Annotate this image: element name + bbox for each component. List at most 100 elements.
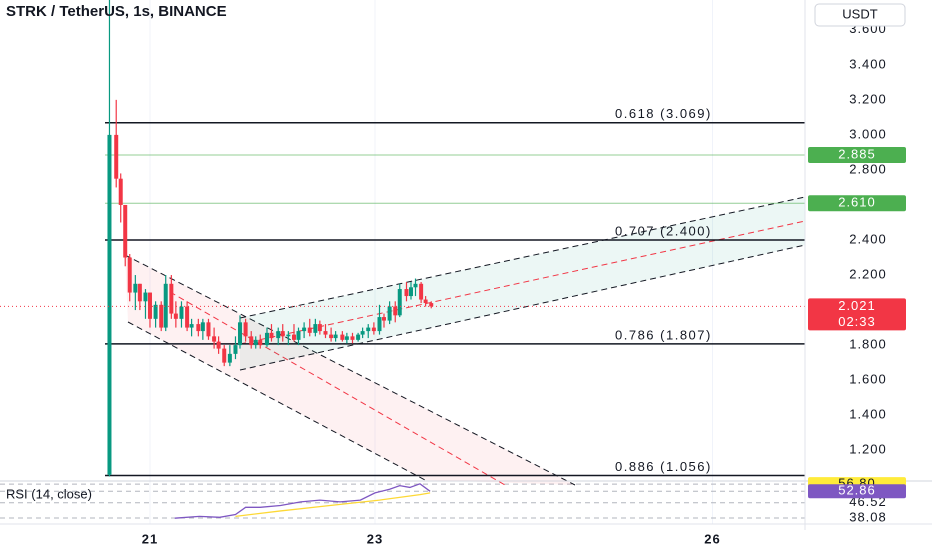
candle-body: [185, 306, 190, 328]
candle-body: [206, 322, 211, 337]
candle-body: [216, 341, 221, 349]
candle-body: [137, 283, 142, 302]
candle-body: [408, 287, 413, 297]
candle-body: [249, 336, 254, 346]
channel-line: [124, 254, 576, 486]
candle-body: [296, 331, 301, 340]
channel-mid: [239, 220, 806, 345]
candle-body: [163, 283, 168, 328]
candle-body: [413, 283, 418, 288]
candle-body: [323, 331, 328, 335]
rsi-line: [174, 483, 431, 519]
y-tick-label: 2.400: [849, 231, 887, 246]
candle-body: [286, 334, 291, 337]
y-tick-label: 3.400: [849, 56, 887, 71]
candle-body: [393, 306, 398, 316]
candle-body: [371, 327, 376, 332]
candle-body: [200, 322, 205, 332]
last-price-label: 2.021: [838, 298, 876, 313]
candle-body: [276, 331, 281, 339]
candle-body: [173, 313, 178, 319]
candle-body: [222, 348, 227, 363]
channel-line: [239, 244, 806, 371]
candle-body: [387, 306, 392, 321]
y-tick-label: 3.000: [849, 126, 887, 141]
price-tag: [808, 147, 906, 164]
last-price-tag: [808, 298, 906, 331]
y-tick-label: 3.200: [849, 91, 887, 106]
candle-body: [360, 331, 365, 335]
y-tick-label: 2.200: [849, 266, 887, 281]
candle-body: [329, 334, 334, 339]
candle-body: [404, 289, 409, 297]
candle-body: [366, 327, 371, 332]
candle-body: [258, 339, 263, 346]
plot: 0.618 (3.069) 0.707 (2.400) 0.786 (1.807) 0…: [0, 0, 805, 519]
fib-label: 0.886 (1.056): [615, 459, 712, 474]
fib-label: 0.707 (2.400): [615, 223, 712, 238]
candle-body: [179, 306, 184, 319]
candle-body: [233, 345, 238, 354]
candle-body: [169, 283, 174, 314]
candle-body: [253, 339, 258, 346]
candle-body: [340, 334, 345, 340]
x-tick-label: 21: [142, 531, 158, 546]
candle-body: [153, 304, 158, 319]
currency[interactable]: USDT: [842, 6, 877, 21]
candle-body: [212, 336, 217, 342]
candle-body: [381, 317, 386, 321]
rsi-title: RSI (14, close): [6, 486, 92, 501]
candle-body: [143, 292, 148, 302]
candle-body: [196, 324, 201, 332]
candle-body: [313, 324, 318, 333]
y-tick-label: 1.200: [849, 442, 887, 457]
price-tag: [808, 195, 906, 212]
candle-body: [107, 134, 112, 475]
candle-body: [264, 332, 269, 346]
candle-body: [227, 353, 232, 363]
fib-label: 0.786 (1.807): [615, 327, 712, 342]
price-tag-label: 2.885: [838, 146, 876, 161]
price-tag-label: 2.610: [838, 195, 876, 210]
channel-line: [239, 196, 806, 319]
y-tick-label: 38.08: [849, 509, 887, 524]
candle-body: [356, 334, 361, 340]
candle-body: [302, 327, 307, 332]
channel-line: [127, 321, 426, 481]
candle-body: [189, 324, 194, 328]
candle-body: [118, 178, 123, 205]
candle-body: [269, 332, 274, 339]
candle-body: [127, 257, 132, 293]
candle-body: [147, 292, 152, 319]
candle-body: [397, 289, 402, 316]
candle-body: [123, 204, 128, 258]
candle-body: [350, 336, 355, 340]
candle-body: [317, 324, 322, 332]
candle-body: [237, 322, 242, 346]
y-tick-label: 1.800: [849, 337, 887, 352]
rsi-line: [235, 492, 431, 518]
candle-body: [377, 317, 382, 332]
grid: [0, 0, 805, 524]
countdown: 02:33: [838, 314, 876, 329]
chart-title: STRK / TetherUS, 1s, BINANCE: [6, 3, 227, 20]
candle-body: [243, 322, 248, 337]
candle-body: [429, 303, 434, 307]
candle-body: [419, 283, 424, 300]
value-tag: [808, 484, 906, 499]
x-tick-label: 26: [704, 531, 720, 546]
y-tick-label: 2.800: [849, 161, 887, 176]
value-tag-label: 52.86: [838, 483, 876, 498]
currency-button[interactable]: [814, 3, 906, 27]
candle-body: [114, 134, 119, 179]
candle-body: [280, 331, 285, 337]
candle-body: [423, 299, 428, 304]
labels: 3.6003.4003.2003.0002.8002.4002.2001.800…: [142, 21, 906, 546]
candle-body: [344, 336, 349, 340]
y-tick-label: 1.600: [849, 372, 887, 387]
candle-body: [333, 334, 338, 339]
x-tick-label: 23: [367, 531, 383, 546]
candle-body: [133, 283, 138, 293]
